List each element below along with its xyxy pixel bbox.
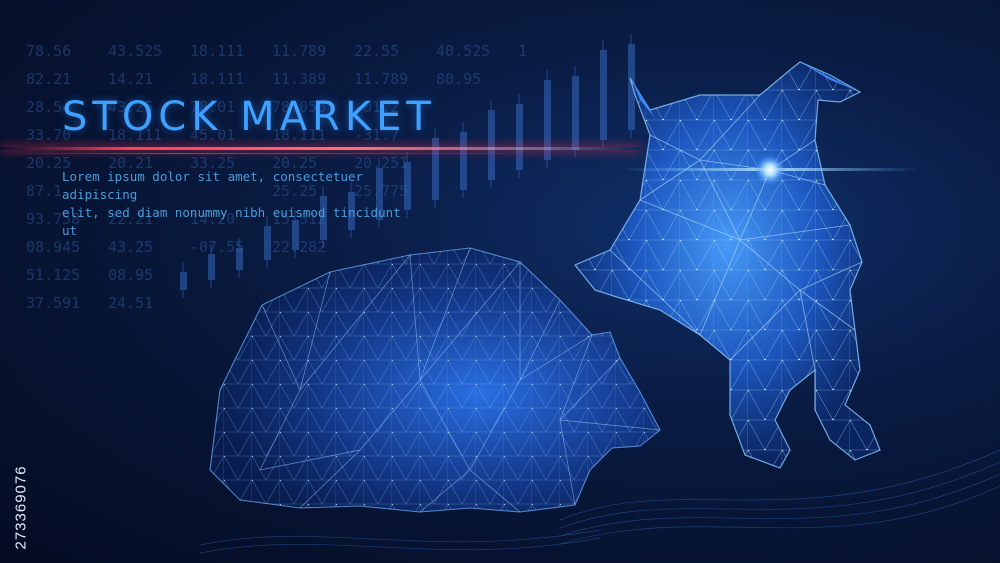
bull-figure-icon [574,61,881,469]
ticker-value: 14.21 [108,70,154,88]
candle-body [376,168,383,220]
ticker-value: 20.21 [108,154,154,172]
ticker-row: 82.21 14.21 18.111 11.389 11.789 80.95 [26,70,600,88]
ticker-row: 87.1 25.25 25.775 [26,182,600,200]
ticker-value: 14.20 [190,210,236,228]
ticker-row: 51.125 08.95 [26,266,600,284]
subtitle-line-2: elit, sed diam nonummy nibh euismod tinc… [62,205,401,238]
ticker-value: 37.591 [26,294,81,312]
ticker-value: 22.55 [354,42,400,60]
subtitle-line-1: Lorem ipsum dolor sit amet, consectetuer… [62,169,364,202]
candle-body [516,104,523,170]
ticker-value: 20.25 [26,154,72,172]
candle-body [180,272,187,290]
ticker-value: -07.55 [190,238,245,256]
ticker-value: 82.21 [26,70,72,88]
candle-body [600,50,607,140]
stock-id-text: 273369076 [12,465,30,550]
candle-body [572,76,579,150]
bear-figure-icon [209,247,661,513]
ticker-value: 15.512 [272,210,327,228]
candle-body [264,226,271,260]
candle-body [236,248,243,270]
ticker-value: -01.2 [354,98,400,116]
ticker-value: 18.111 [190,70,245,88]
ticker-value: 20.251 [354,154,409,172]
red-light-beam-secondary [0,153,580,154]
ticker-value: 33.25 [190,154,236,172]
ticker-value: 08.945 [26,238,81,256]
candle-body [432,138,439,200]
ticker-value: 93.758 [26,210,81,228]
ticker-value: 87.1 [26,182,63,200]
ticker-value: 22.282 [272,238,327,256]
candle-body [208,254,215,280]
candle-body [404,162,411,210]
candle-body [460,132,467,190]
candle-body [292,220,299,250]
ticker-value: 18.111 [108,126,163,144]
ticker-value: 20.25 [272,154,318,172]
candle-body [488,110,495,180]
candle-body [320,196,327,240]
ticker-row: 28.54 43.25 78.01 78.056 -01.2 [26,98,600,116]
ticker-value: 24.51 [108,294,154,312]
ticker-background: 78.56 43.525 18.111 11.789 22.55 40.525 1 82.21… [0,0,640,330]
candle-body [544,80,551,160]
stock-id-label: 273369076 [10,315,32,555]
ticker-value: 18.111 [272,126,327,144]
candle-body [348,192,355,230]
ticker-value: 33.70 [26,126,72,144]
wave-lines [199,449,1000,554]
bull-eye-glow [620,154,920,186]
ticker-row: 20.25 20.21 33.25 20.25 20.251 [26,154,600,172]
ticker-value: 43.25 [108,98,154,116]
ticker-value: 51.125 [26,266,81,284]
ticker-value: 78.01 [190,98,236,116]
ticker-value: 22.21 [108,210,154,228]
ticker-value: 28.54 [26,98,72,116]
ticker-value: 08.95 [108,266,154,284]
ticker-value: 80.95 [436,70,482,88]
ticker-row: 78.56 43.525 18.111 11.789 22.55 40.525 1 [26,42,600,60]
ticker-value: 43.525 [108,42,163,60]
ticker-value: 25.775 [354,182,436,200]
ticker-row: 93.758 22.21 14.20 15.512 [26,210,600,228]
ticker-value: 40.525 [436,42,491,60]
ticker-value: 45.01 [190,126,236,144]
ticker-value: 1 [518,42,528,60]
ticker-row: 08.945 43.25 -07.55 22.282 [26,238,600,256]
candle-body [628,44,635,130]
ticker-value: 11.389 [272,70,327,88]
ticker-value: 11.789 [354,70,409,88]
ticker-value: 78.56 [26,42,72,60]
ticker-row: 33.70 18.111 45.01 18.111 -31.7 [26,126,600,144]
ticker-row: 37.591 24.51 [26,294,600,312]
headline-title: STOCK MARKET [62,94,436,140]
ticker-value: 43.25 [108,238,154,256]
ticker-value: -31.7 [354,126,400,144]
ticker-value: 11.789 [272,42,327,60]
ticker-value: 78.056 [272,98,327,116]
headline-subtitle: Lorem ipsum dolor sit amet, consectetuer… [62,168,422,240]
ticker-value: 18.111 [190,42,245,60]
ticker-value: 25.25 [272,182,318,200]
red-light-beam [0,147,640,150]
candlestick-chart-icon [180,34,635,298]
